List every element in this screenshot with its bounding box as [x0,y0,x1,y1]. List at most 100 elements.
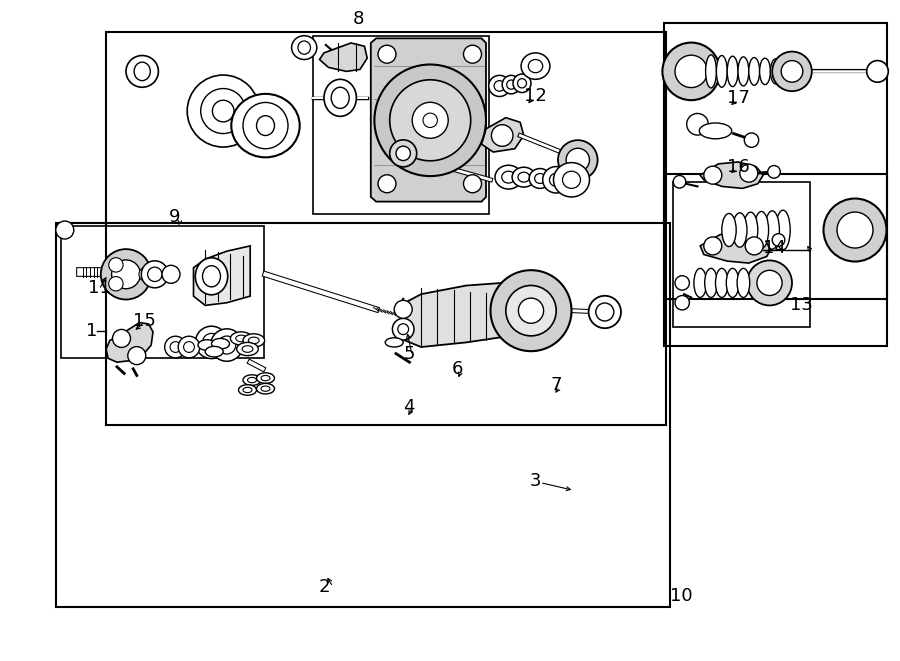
Ellipse shape [737,268,750,297]
Circle shape [464,45,482,63]
Text: 2: 2 [319,578,330,596]
Ellipse shape [529,169,551,188]
Ellipse shape [512,167,535,187]
Circle shape [195,326,228,359]
Polygon shape [371,38,486,202]
Ellipse shape [256,116,274,136]
Circle shape [56,221,74,239]
Circle shape [396,146,410,161]
Ellipse shape [521,53,550,79]
Polygon shape [700,162,763,188]
Text: 15: 15 [133,311,156,330]
Circle shape [596,303,614,321]
Text: 3: 3 [529,472,541,490]
Ellipse shape [749,58,760,85]
Circle shape [781,61,803,82]
Text: 17: 17 [727,89,750,107]
Ellipse shape [195,258,228,295]
Circle shape [139,267,153,282]
Circle shape [390,140,417,167]
Ellipse shape [248,337,259,344]
Bar [56,223,670,607]
Circle shape [506,286,556,336]
Circle shape [566,148,590,172]
Text: 7: 7 [551,375,562,394]
Bar [673,182,810,327]
Ellipse shape [242,346,253,352]
Text: 4: 4 [403,397,415,416]
Ellipse shape [238,385,256,395]
Ellipse shape [726,268,739,297]
Polygon shape [405,283,502,347]
Ellipse shape [231,94,300,157]
Ellipse shape [765,211,779,249]
Ellipse shape [518,173,529,182]
Circle shape [747,260,792,305]
Ellipse shape [743,212,758,248]
Circle shape [687,114,708,135]
Circle shape [837,212,873,248]
Ellipse shape [528,59,543,73]
Ellipse shape [237,342,258,356]
Ellipse shape [495,165,522,189]
Circle shape [675,295,689,310]
Ellipse shape [716,56,727,87]
Circle shape [109,276,123,291]
Circle shape [162,265,180,284]
Polygon shape [482,118,524,152]
Ellipse shape [770,59,781,84]
Polygon shape [700,231,772,263]
Polygon shape [106,323,153,362]
Ellipse shape [738,57,749,86]
Circle shape [423,113,437,128]
Circle shape [178,336,200,358]
Text: 9: 9 [169,208,181,226]
Ellipse shape [694,268,706,297]
Circle shape [218,336,236,354]
Circle shape [704,166,722,184]
Circle shape [394,300,412,319]
Circle shape [412,102,448,138]
Ellipse shape [501,171,515,183]
Text: 1: 1 [86,321,98,340]
Circle shape [378,45,396,63]
Text: 16: 16 [727,157,750,176]
Ellipse shape [754,212,769,249]
Circle shape [675,276,689,290]
Ellipse shape [256,383,274,394]
Ellipse shape [722,214,736,247]
Circle shape [772,52,812,91]
Ellipse shape [727,56,738,87]
Circle shape [740,164,758,182]
Text: 5: 5 [403,344,415,363]
Text: 6: 6 [452,360,464,378]
Text: 8: 8 [353,9,364,28]
Circle shape [704,237,722,255]
Circle shape [558,140,598,180]
Circle shape [141,261,168,288]
Ellipse shape [554,163,590,197]
Text: 14: 14 [763,239,786,257]
Circle shape [662,42,720,100]
Ellipse shape [502,75,520,94]
Ellipse shape [243,334,265,347]
Circle shape [867,61,888,82]
Bar [664,23,887,299]
Ellipse shape [243,102,288,149]
Ellipse shape [243,387,252,393]
Circle shape [170,342,181,352]
Text: 10: 10 [670,587,692,605]
Ellipse shape [494,81,505,91]
Circle shape [201,89,246,134]
Ellipse shape [760,58,770,85]
Ellipse shape [248,377,256,383]
Ellipse shape [562,171,580,188]
Ellipse shape [205,346,223,357]
Circle shape [390,80,471,161]
Ellipse shape [243,375,261,385]
Ellipse shape [261,386,270,391]
Circle shape [184,342,194,352]
Text: 12: 12 [524,87,546,105]
Circle shape [165,336,186,358]
Circle shape [464,175,482,193]
